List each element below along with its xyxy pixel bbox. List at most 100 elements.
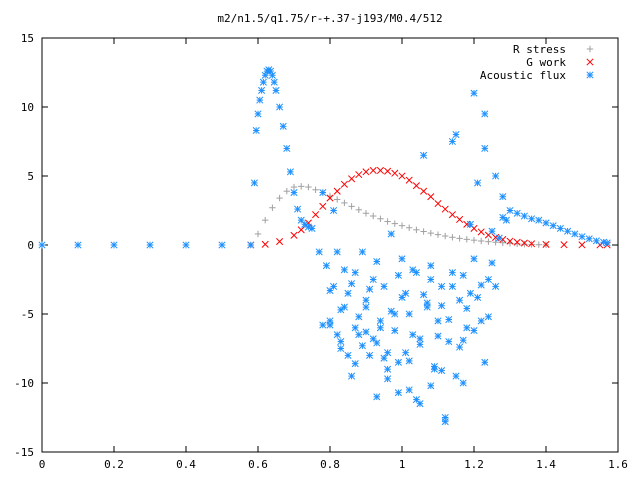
data-point [38,241,46,249]
data-point [449,234,456,241]
data-point [366,285,374,293]
data-point [459,271,467,279]
legend-label: Acoustic flux [480,69,566,82]
data-point [438,282,446,290]
data-point [470,327,478,335]
data-point [434,200,442,208]
data-point [330,206,338,215]
data-point [481,110,489,118]
data-point [297,226,305,234]
data-point [261,240,269,248]
data-point [259,78,267,86]
data-point [391,310,399,318]
data-point [481,144,489,152]
data-point [298,183,305,190]
data-point [430,362,438,370]
data-point [337,338,345,346]
data-point [355,171,363,179]
data-point [366,351,374,359]
data-point [521,240,528,248]
data-point [270,78,278,86]
data-point [247,241,255,249]
legend-label: G work [526,56,566,69]
data-point [459,379,467,387]
data-point [556,224,564,232]
data-point [402,349,410,357]
data-series [38,66,611,426]
data-point [252,126,260,135]
data-point [355,313,363,321]
data-point [448,282,456,290]
data-point [182,241,190,249]
data-point [474,293,482,301]
data-point [456,343,464,351]
data-point [412,269,420,277]
data-point [369,166,377,175]
data-point [362,296,370,304]
y-tick-label: -10 [14,377,34,390]
data-point [492,282,500,290]
data-point [405,357,413,365]
data-point [416,400,424,408]
data-point [394,271,402,279]
data-point [326,317,334,325]
data-point [398,172,406,180]
data-point [488,227,496,235]
data-point [344,351,352,359]
data-point [387,307,395,315]
x-tick-label: 0 [39,458,46,471]
data-point [513,209,521,217]
legend-label: R stress [513,43,566,56]
data-point [438,367,446,375]
y-tick-label: 0 [27,239,34,252]
data-point [369,275,377,284]
data-point [218,241,226,249]
data-point [445,315,453,324]
data-point [362,210,370,217]
data-point [362,168,370,176]
x-tick-label: 1.6 [608,458,628,471]
x-tick-label: 1.4 [536,458,556,471]
data-point [348,372,356,380]
data-point [376,317,384,325]
data-point [514,240,521,247]
data-point [413,226,420,234]
data-point [463,236,470,243]
data-point [470,255,478,263]
data-point [499,239,506,246]
data-point [477,281,485,289]
data-point [585,235,593,243]
data-point [484,313,492,321]
data-point [394,389,402,397]
y-tick-label: 5 [27,170,34,183]
data-point [110,241,118,249]
data-point [448,137,456,146]
data-point [74,241,82,249]
data-point [376,166,384,175]
data-point [250,179,258,187]
data-point [268,71,276,79]
data-point [564,227,572,235]
data-point [456,296,464,304]
data-point [506,237,514,245]
x-tick-label: 0.2 [104,458,124,471]
data-point [478,237,485,245]
data-point [470,89,478,97]
data-point [394,358,402,366]
data-point [340,266,348,274]
data-point [322,262,330,270]
data-point [308,224,316,232]
data-point [466,289,474,297]
data-point [319,202,327,210]
data-point [406,224,413,231]
y-tick-label: -15 [14,446,34,459]
data-point [452,131,460,139]
axes: 0 0.2 0.4 0.6 0.8 1 1.2 1.4 1.6 15 10 5 0 -5 -10 -15 [14,32,628,471]
data-point [420,291,428,299]
x-tick-label: 0.4 [176,458,196,471]
data-point [355,206,362,214]
data-point [384,365,392,373]
data-point [603,239,611,247]
y-tick-label: 10 [21,101,34,114]
